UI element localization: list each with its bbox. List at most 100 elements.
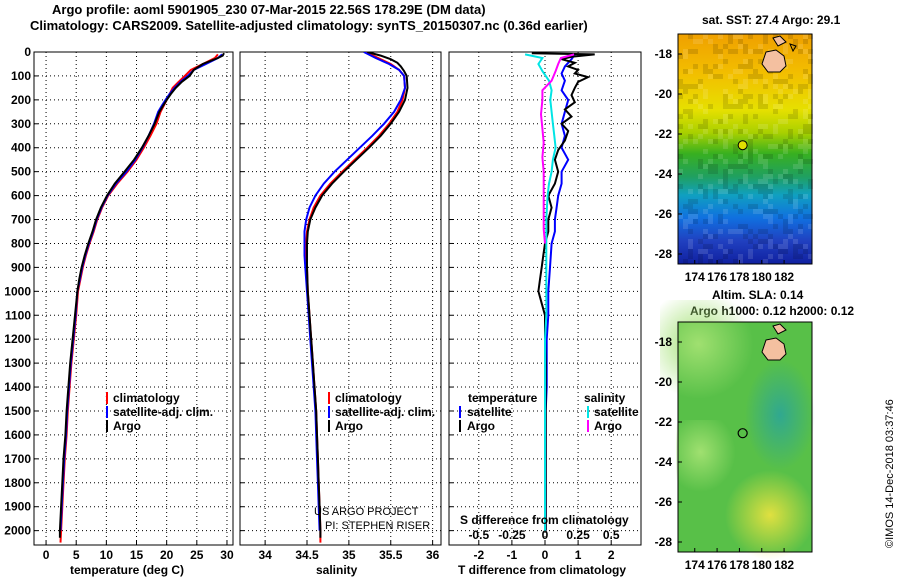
sst-pixel (758, 49, 763, 54)
sst-pixel (768, 209, 773, 214)
temperature-panel: 0100200300400500600700800900100011001200… (4, 45, 234, 577)
sst-pixel (753, 234, 758, 239)
sst-pixel (798, 254, 803, 259)
map-lat-tick-label: -22 (655, 127, 673, 141)
sst-pixel (758, 179, 763, 184)
sst-pixel (748, 49, 753, 54)
sst-pixel (773, 34, 778, 39)
sst-pixel (743, 84, 748, 89)
series-line-climatology (59, 53, 219, 543)
project-credit-line-1: US ARGO PROJECT (314, 506, 419, 518)
sst-pixel (758, 184, 763, 189)
sst-pixel (693, 64, 698, 69)
sst-pixel (738, 39, 743, 44)
sst-pixel (738, 259, 743, 264)
sst-pixel (718, 129, 723, 134)
sst-pixel (773, 209, 778, 214)
sst-pixel (773, 79, 778, 84)
sst-pixel (783, 139, 788, 144)
sst-pixel (723, 44, 728, 49)
sst-pixel (788, 199, 793, 204)
map-lon-tick-label: 178 (729, 558, 749, 572)
sst-pixel (703, 234, 708, 239)
sst-pixel (703, 194, 708, 199)
sla-map: Altim. SLA: 0.14 Argo h1000: 0.12 h2000:… (655, 288, 855, 572)
sst-argo-position-marker (737, 140, 748, 151)
x-tick-label: 34 (258, 548, 272, 562)
sst-pixel (758, 99, 763, 104)
sst-pixel (758, 129, 763, 134)
x-tick-label: 34.5 (295, 548, 319, 562)
sst-pixel (803, 114, 808, 119)
sst-pixel (798, 144, 803, 149)
sst-pixel (743, 79, 748, 84)
sst-pixel (698, 189, 703, 194)
sst-pixel (688, 49, 693, 54)
sst-pixel (803, 194, 808, 199)
sst-pixel (798, 164, 803, 169)
s-difference-axis-label: S difference from climatology (460, 513, 629, 527)
sst-pixel (798, 229, 803, 234)
legend-s-argo-label: Argo (594, 419, 622, 433)
sst-pixel (713, 49, 718, 54)
legend-argo-label: Argo (335, 419, 363, 433)
sst-pixel (688, 204, 693, 209)
sst-pixel (803, 69, 808, 74)
temperature-legend: climatology satellite-adj. clim. Argo (106, 391, 213, 433)
sst-pixel (678, 169, 683, 174)
sst-pixel (788, 229, 793, 234)
sst-pixel (753, 209, 758, 214)
sst-pixel (678, 54, 683, 59)
sst-pixel (723, 139, 728, 144)
sst-pixel (723, 129, 728, 134)
fiji-landmass (761, 337, 787, 361)
sst-pixel (728, 114, 733, 119)
legend-s-satellite-label: satellite (594, 405, 639, 419)
sst-pixel (803, 39, 808, 44)
sst-pixel (703, 119, 708, 124)
sst-pixel (723, 199, 728, 204)
sst-pixel (743, 224, 748, 229)
sst-pixel (803, 74, 808, 79)
sst-pixel (783, 149, 788, 154)
sst-pixel (788, 234, 793, 239)
sst-pixel (688, 99, 693, 104)
sst-pixel (688, 219, 693, 224)
map-lon-tick-label: 180 (752, 558, 772, 572)
sst-pixel (778, 154, 783, 159)
sst-pixel (738, 154, 743, 159)
sst-pixel (688, 189, 693, 194)
sst-pixel (778, 144, 783, 149)
sst-pixel (708, 214, 713, 219)
sst-pixel (808, 74, 813, 79)
sst-pixel (698, 39, 703, 44)
sst-pixel (708, 74, 713, 79)
sst-pixel (743, 119, 748, 124)
sla-map-title-line-1: Altim. SLA: 0.14 (712, 288, 804, 302)
sst-pixel (788, 114, 793, 119)
x-tick-label: 30 (220, 548, 234, 562)
sst-pixel (758, 94, 763, 99)
depth-tick-label: 900 (11, 260, 31, 274)
sst-pixel (748, 229, 753, 234)
sst-pixel (748, 154, 753, 159)
sst-pixel (683, 139, 688, 144)
sst-pixel (788, 84, 793, 89)
sst-pixel (798, 49, 803, 54)
sst-pixel (743, 164, 748, 169)
sst-pixel (708, 139, 713, 144)
sst-pixel (798, 159, 803, 164)
x-tick-label: 1 (575, 548, 582, 562)
x-tick-label: 35 (342, 548, 356, 562)
sst-pixel (718, 189, 723, 194)
sst-pixel (748, 254, 753, 259)
sst-pixel (753, 114, 758, 119)
x-tick-label: 10 (100, 548, 114, 562)
sst-pixel (763, 84, 768, 89)
sst-pixel (728, 229, 733, 234)
sst-pixel (758, 159, 763, 164)
sst-pixel (713, 44, 718, 49)
sst-pixel (738, 104, 743, 109)
sst-pixel (788, 74, 793, 79)
sst-pixel (778, 104, 783, 109)
